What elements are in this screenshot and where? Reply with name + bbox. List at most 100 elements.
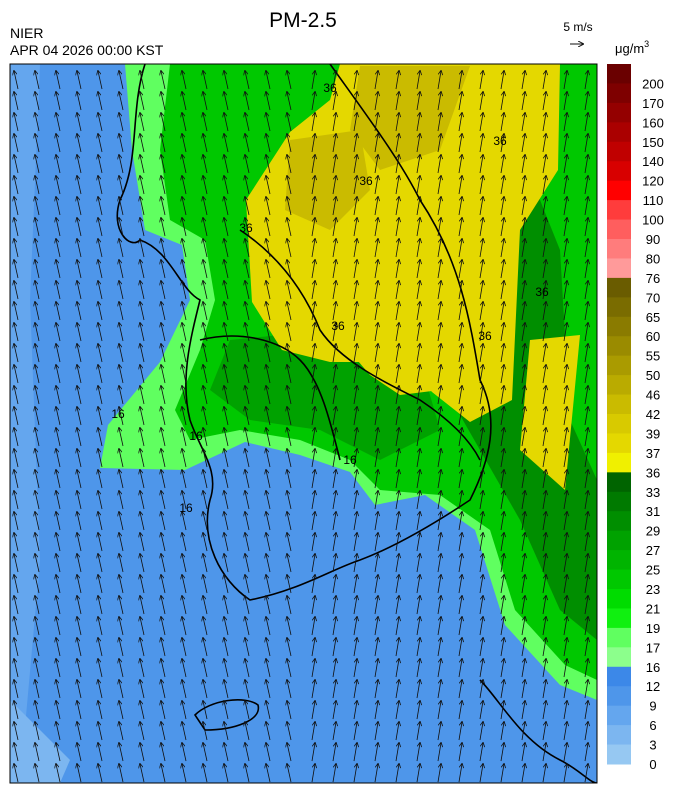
wind-arrow xyxy=(182,197,187,216)
wind-arrow xyxy=(287,239,292,258)
wind-scale-label: 5 m/s xyxy=(563,20,592,34)
wind-arrow xyxy=(161,491,166,510)
wind-arrow xyxy=(374,197,378,216)
wind-arrow xyxy=(161,344,166,363)
wind-arrow xyxy=(374,449,378,468)
wind-arrow xyxy=(140,386,145,405)
colorbar-label: 27 xyxy=(646,543,660,558)
wind-arrow xyxy=(584,617,588,636)
wind-arrow xyxy=(374,176,378,195)
wind-arrow xyxy=(395,491,399,510)
wind-arrow xyxy=(140,617,145,636)
wind-arrow xyxy=(287,134,292,153)
wind-arrow xyxy=(203,218,208,237)
wind-arrow xyxy=(395,428,399,447)
wind-arrow xyxy=(374,407,378,426)
wind-arrow xyxy=(182,659,187,678)
wind-arrow xyxy=(332,764,336,783)
wind-arrow xyxy=(35,155,40,174)
wind-arrow xyxy=(266,617,271,636)
wind-arrow xyxy=(479,386,483,405)
wind-arrow xyxy=(521,701,525,720)
wind-arrow xyxy=(56,617,61,636)
wind-arrow xyxy=(35,512,40,531)
wind-arrow xyxy=(182,449,187,468)
contour-label: 16 xyxy=(179,501,193,515)
wind-arrow xyxy=(35,764,40,783)
wind-arrow xyxy=(458,449,462,468)
colorbar-swatch xyxy=(607,530,631,551)
wind-arrow xyxy=(119,113,124,132)
wind-arrow xyxy=(353,470,357,489)
wind-arrow xyxy=(35,701,40,720)
wind-arrow xyxy=(98,470,103,489)
wind-arrow xyxy=(14,743,19,762)
wind-arrow xyxy=(119,71,124,90)
wind-arrow xyxy=(437,764,441,783)
wind-arrow xyxy=(245,386,250,405)
wind-arrow xyxy=(182,722,187,741)
wind-arrow xyxy=(287,92,292,111)
wind-arrow xyxy=(311,659,315,678)
wind-arrow xyxy=(353,155,357,174)
unit: μg/m3 xyxy=(615,39,649,56)
colorbar-label: 23 xyxy=(646,582,660,597)
wind-arrow xyxy=(56,323,61,342)
wind-arrow xyxy=(521,386,525,405)
wind-arrow xyxy=(203,512,208,531)
wind-arrow xyxy=(500,617,504,636)
wind-arrow xyxy=(14,701,19,720)
wind-arrow xyxy=(563,134,567,153)
wind-arrow xyxy=(182,407,187,426)
wind-arrow xyxy=(287,386,292,405)
wind-arrow xyxy=(395,92,399,111)
wind-arrow xyxy=(458,344,462,363)
wind-arrow xyxy=(563,617,567,636)
wind-arrow xyxy=(266,491,271,510)
wind-arrow xyxy=(203,743,208,762)
wind-arrow xyxy=(416,428,420,447)
wind-arrow xyxy=(395,344,399,363)
wind-arrow xyxy=(458,323,462,342)
wind-arrow xyxy=(203,71,208,90)
wind-arrow xyxy=(14,764,19,783)
wind-arrow xyxy=(245,302,250,321)
colorbar-swatch xyxy=(607,725,631,746)
wind-arrow xyxy=(416,701,420,720)
wind-arrow xyxy=(35,344,40,363)
wind-arrow xyxy=(98,638,103,657)
wind-arrow xyxy=(374,617,378,636)
wind-arrow xyxy=(266,722,271,741)
wind-arrow xyxy=(98,386,103,405)
wind-arrow xyxy=(374,260,378,279)
wind-arrow xyxy=(35,302,40,321)
wind-arrow xyxy=(584,659,588,678)
wind-arrow xyxy=(224,596,229,615)
wind-arrow xyxy=(563,386,567,405)
wind-arrow xyxy=(311,92,315,111)
wind-arrow xyxy=(542,155,546,174)
wind-arrow xyxy=(437,701,441,720)
wind-arrow xyxy=(245,134,250,153)
wind-arrow xyxy=(353,407,357,426)
wind-arrow xyxy=(35,533,40,552)
colorbar-label: 160 xyxy=(642,115,664,130)
wind-arrow xyxy=(203,701,208,720)
wind-arrow xyxy=(374,638,378,657)
wind-arrow xyxy=(500,407,504,426)
wind-arrow xyxy=(14,281,19,300)
wind-arrow xyxy=(584,428,588,447)
wind-arrow xyxy=(437,428,441,447)
wind-arrow xyxy=(266,365,271,384)
wind-arrow xyxy=(224,155,229,174)
wind-arrow xyxy=(332,470,336,489)
wind-arrow xyxy=(479,428,483,447)
wind-arrow xyxy=(161,680,166,699)
map: 36 36 36 36 36 36 36 16 16 16 16 xyxy=(10,64,597,783)
wind-arrow xyxy=(56,764,61,783)
wind-arrow xyxy=(77,428,82,447)
wind-arrow xyxy=(245,92,250,111)
colorbar-swatch xyxy=(607,647,631,668)
wind-arrow xyxy=(542,470,546,489)
wind-arrow xyxy=(353,701,357,720)
